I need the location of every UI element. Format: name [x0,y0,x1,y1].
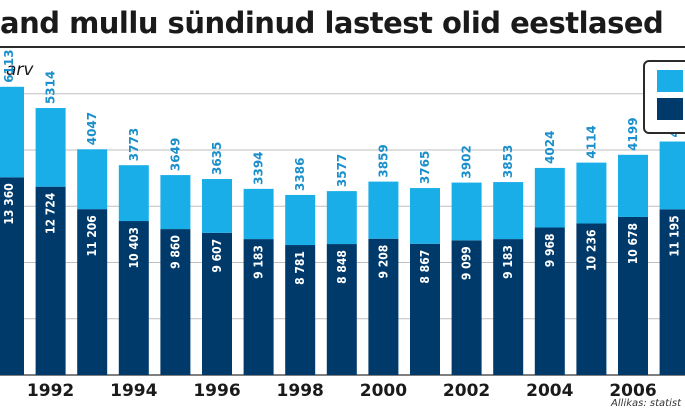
value-label-upper: 4047 [85,112,99,145]
bar-segment-upper [285,194,316,246]
value-label-lower: 9 183 [252,245,266,279]
bar-segment-upper [451,182,482,241]
value-label-upper: 3765 [418,151,432,184]
x-tick-label: 2004 [526,381,573,401]
bar-segment-upper [0,86,24,178]
bar-segment-lower [243,239,274,375]
value-label-upper: 3649 [168,138,182,171]
value-label-upper: 6113 [2,49,16,82]
bar-segment-lower [368,238,399,375]
value-label-lower: 9 183 [501,245,515,279]
value-label-upper: 4024 [543,131,557,164]
value-label-upper: 3859 [376,144,390,177]
bar-segment-upper [368,181,399,239]
chart-title: and mullu sündinud lastest olid eestlase… [0,6,664,40]
bar-segment-upper [326,191,357,245]
value-label-upper: 3902 [460,145,474,178]
value-label-upper: 5314 [44,71,58,104]
value-label-lower: 12 724 [44,192,58,234]
x-tick-label: 2006 [609,381,656,401]
bar-segment-upper [410,188,440,244]
value-label-upper: 3394 [252,151,266,184]
x-tick-label: 1998 [277,381,324,401]
value-label-lower: 10 236 [584,230,598,271]
bar-segment-upper [534,167,565,228]
value-label-lower: 9 607 [210,239,224,273]
bar-segment-lower [451,240,482,375]
bar-segment-upper [243,188,274,240]
x-tick-label: 1992 [27,381,74,401]
title-rule [0,46,685,48]
value-label-upper: 4199 [626,117,640,150]
bar-segment-lower [326,244,357,375]
value-label-upper: 3853 [501,145,515,178]
bar-segment-upper [160,175,191,230]
bar-segment-lower [0,177,24,375]
x-tick-label: 2002 [443,381,490,401]
legend-swatch-light [657,70,683,92]
value-label-lower: 9 099 [460,246,474,280]
value-label-upper: 3635 [210,142,224,175]
x-tick-label: 1996 [193,381,240,401]
value-label-lower: 9 860 [168,235,182,269]
value-label-upper: 3577 [335,154,349,187]
bar-segment-lower [410,243,440,375]
value-label-lower: 13 360 [2,183,16,224]
source-note: Allikas: statist [611,398,681,409]
legend [643,60,685,134]
bar-segment-upper [576,162,607,224]
value-label-upper: 3386 [293,158,307,191]
bar-segment-upper [618,154,648,217]
bar-segment-upper [118,165,149,222]
bar-segment-lower [493,239,524,375]
value-label-lower: 9 968 [543,233,557,267]
bars [0,86,685,375]
value-label-lower: 8 781 [293,251,307,285]
value-label-lower: 11 206 [85,215,99,256]
unit-label: arv [6,60,34,80]
value-label-upper: 4114 [584,125,598,158]
value-label-lower: 8 848 [335,250,349,284]
bar-segment-lower [35,186,66,375]
value-label-lower: 10 678 [626,223,640,264]
bar-segment-lower [285,245,316,375]
value-label-lower: 9 208 [376,245,390,279]
value-label-lower: 11 195 [668,215,682,256]
x-tick-label: 2000 [360,381,407,401]
bar-segment-lower [118,221,149,375]
bar-segment-lower [659,209,685,375]
bar-segment-lower [160,229,191,375]
value-label-upper: 3773 [127,128,141,161]
bar-segment-lower [77,209,108,375]
bar-segment-lower [202,232,232,375]
bar-segment-upper [77,149,108,210]
legend-swatch-dark [657,98,683,120]
bar-segment-upper [35,108,66,187]
bar-segment-lower [576,223,607,375]
x-axis-ticks: 1992 1994 1996 1998 2000 2002 2004 2006 [27,381,657,401]
value-label-lower: 10 403 [127,227,141,268]
bar-segment-lower [618,216,648,375]
x-tick-label: 1994 [110,381,157,401]
bar-segment-upper [659,141,685,210]
bar-segment-upper [202,179,232,233]
bar-segment-lower [534,227,565,375]
bar-segment-upper [493,182,524,240]
value-label-lower: 8 867 [418,250,432,284]
